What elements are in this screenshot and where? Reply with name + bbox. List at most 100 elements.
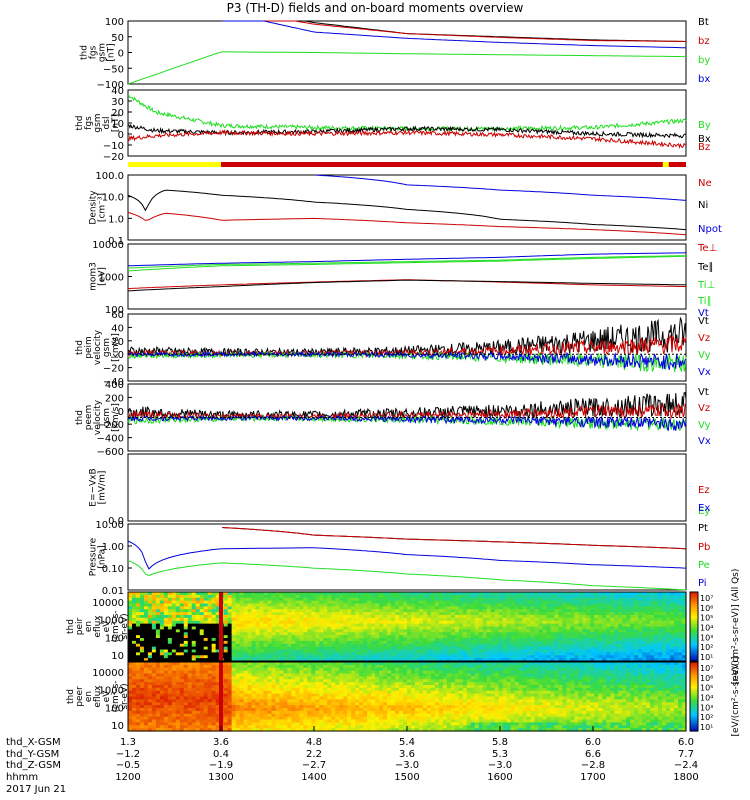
heatmap-cell — [474, 655, 480, 659]
heatmap-cell — [434, 617, 440, 622]
heatmap-cell — [582, 623, 587, 628]
heatmap-cell — [530, 632, 536, 636]
heatmap-cell — [251, 682, 257, 686]
heatmap-cell — [215, 708, 221, 712]
heatmap-cell — [155, 617, 161, 622]
heatmap-cell — [387, 629, 392, 633]
heatmap-cell — [662, 640, 667, 645]
heatmap-cell — [147, 725, 153, 729]
heatmap-cell — [251, 705, 257, 709]
heatmap-cell — [375, 617, 380, 622]
heatmap-cell — [458, 609, 464, 613]
heatmap-cell — [155, 629, 161, 633]
heatmap-cell — [215, 702, 221, 706]
heatmap-cell — [446, 646, 452, 651]
heatmap-cell — [570, 597, 575, 602]
heatmap-cell — [430, 617, 436, 622]
heatmap-cell — [319, 606, 324, 610]
heatmap-cell — [283, 635, 289, 639]
heatmap-cell — [135, 690, 141, 695]
heatmap-cell — [554, 600, 560, 605]
heatmap-cell — [151, 693, 157, 698]
heatmap-cell — [167, 643, 173, 648]
heatmap-cell — [327, 710, 332, 715]
heatmap-cell — [171, 640, 177, 645]
heatmap-cell — [598, 617, 603, 622]
heatmap-cell — [554, 620, 560, 625]
heatmap-cell — [283, 687, 289, 692]
heatmap-cell — [283, 615, 289, 619]
series-line-Ti⊥ — [127, 255, 687, 269]
tick-label: 40 — [111, 323, 124, 334]
heatmap-cell — [207, 603, 213, 607]
heatmap-cell — [562, 594, 568, 599]
heatmap-cell — [223, 629, 229, 633]
heatmap-cell — [175, 705, 181, 709]
heatmap-cell — [291, 725, 296, 729]
heatmap-cell — [307, 664, 312, 669]
heatmap-cell — [303, 635, 308, 639]
heatmap-cell — [155, 673, 161, 677]
heatmap-cell — [259, 597, 265, 602]
heatmap-cell — [319, 705, 324, 709]
heatmap-cell — [291, 612, 296, 616]
heatmap-cell — [187, 600, 193, 605]
heatmap-cell — [351, 603, 356, 607]
heatmap-cell — [610, 643, 615, 648]
y-axis-label: fgs — [84, 116, 94, 130]
heatmap-cell — [267, 722, 273, 726]
heatmap-cell — [359, 725, 364, 729]
heatmap-cell — [646, 592, 651, 596]
heatmap-cell — [183, 603, 189, 607]
heatmap-cell — [670, 635, 675, 639]
heatmap-cell — [223, 716, 229, 721]
heatmap-cell — [598, 594, 603, 599]
heatmap-cell — [135, 702, 141, 706]
heatmap-cell — [403, 597, 408, 602]
heatmap-cell — [315, 609, 320, 613]
heatmap-cell — [395, 594, 400, 599]
heatmap-cell — [147, 597, 153, 602]
heatmap-cell — [367, 592, 372, 596]
heatmap-cell — [199, 679, 205, 683]
heatmap-cell — [426, 649, 432, 653]
heatmap-cell — [387, 594, 392, 599]
heatmap-cell — [339, 710, 344, 715]
heatmap-cell — [359, 682, 364, 686]
heatmap-cell — [662, 600, 667, 605]
heatmap-cell — [251, 623, 257, 628]
heatmap-cell — [271, 620, 277, 625]
heatmap-cell — [438, 612, 444, 616]
heatmap-cell — [311, 646, 316, 651]
heatmap-cell — [199, 662, 205, 666]
heatmap-cell — [658, 632, 663, 636]
heatmap-cell — [570, 652, 575, 656]
heatmap-cell — [215, 603, 221, 607]
heatmap-cell — [407, 603, 412, 607]
heatmap-cell — [223, 722, 229, 726]
heatmap-cell — [287, 696, 293, 700]
heatmap-cell — [638, 635, 643, 639]
heatmap-cell — [155, 664, 161, 669]
heatmap-cell — [163, 699, 169, 703]
heatmap-cell — [147, 646, 153, 651]
heatmap-cell — [195, 612, 201, 616]
heatmap-cell — [247, 592, 253, 596]
heatmap-cell — [410, 597, 416, 602]
heatmap-cell — [546, 623, 552, 628]
heatmap-cell — [311, 629, 316, 633]
heatmap-cell — [438, 649, 444, 653]
heatmap-cell — [470, 655, 476, 659]
heatmap-cell — [578, 597, 583, 602]
heatmap-cell — [259, 603, 265, 607]
heatmap-cell — [203, 655, 209, 659]
heatmap-cell — [295, 620, 300, 625]
series-line-Vx — [127, 350, 687, 370]
heatmap-cell — [155, 635, 161, 639]
heatmap-cell — [163, 649, 169, 653]
heatmap-cell — [183, 716, 189, 721]
heatmap-cell — [614, 629, 619, 633]
heatmap-cell — [327, 603, 332, 607]
heatmap-cell — [243, 662, 249, 666]
heatmap-cell — [626, 600, 631, 605]
